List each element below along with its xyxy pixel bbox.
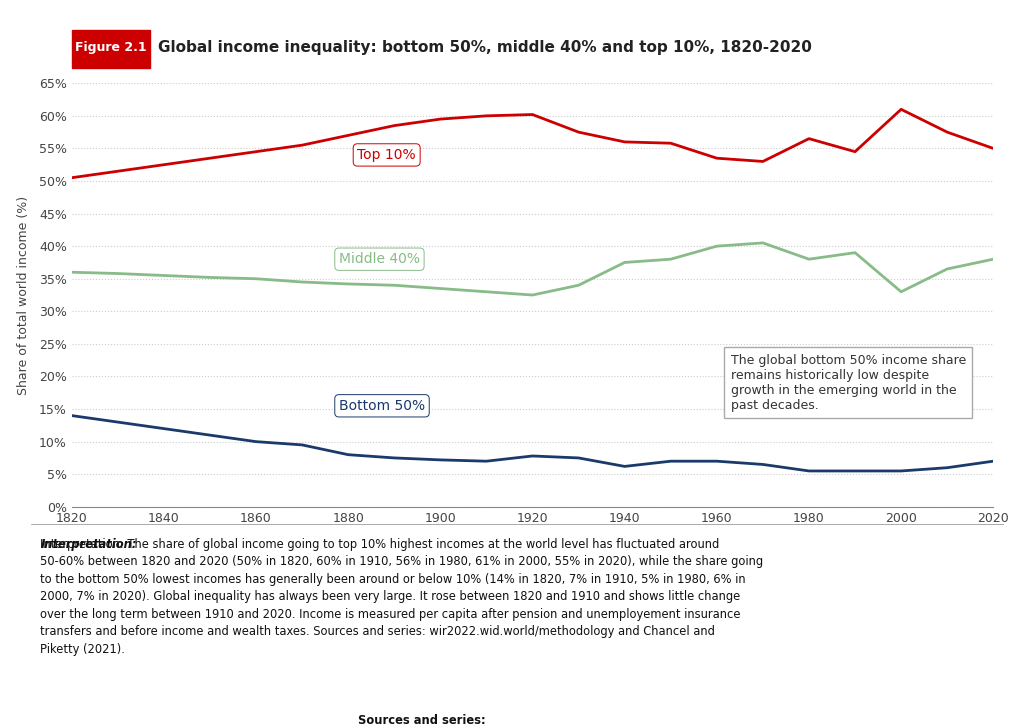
Text: Figure 2.1: Figure 2.1 bbox=[75, 41, 146, 54]
Text: Interpretation:: Interpretation: bbox=[41, 537, 137, 550]
Text: Top 10%: Top 10% bbox=[357, 148, 416, 162]
Y-axis label: Share of total world income (%): Share of total world income (%) bbox=[17, 195, 31, 395]
Text: Middle 40%: Middle 40% bbox=[339, 252, 420, 266]
Text: Interpretation: The share of global income going to top 10% highest incomes at t: Interpretation: The share of global inco… bbox=[41, 537, 764, 655]
Text: The global bottom 50% income share
remains historically low despite
growth in th: The global bottom 50% income share remai… bbox=[730, 354, 966, 412]
Text: Bottom 50%: Bottom 50% bbox=[339, 399, 425, 413]
FancyBboxPatch shape bbox=[72, 30, 151, 68]
Text: Global income inequality: bottom 50%, middle 40% and top 10%, 1820-2020: Global income inequality: bottom 50%, mi… bbox=[159, 41, 812, 55]
Text: Sources and series:: Sources and series: bbox=[357, 715, 485, 724]
